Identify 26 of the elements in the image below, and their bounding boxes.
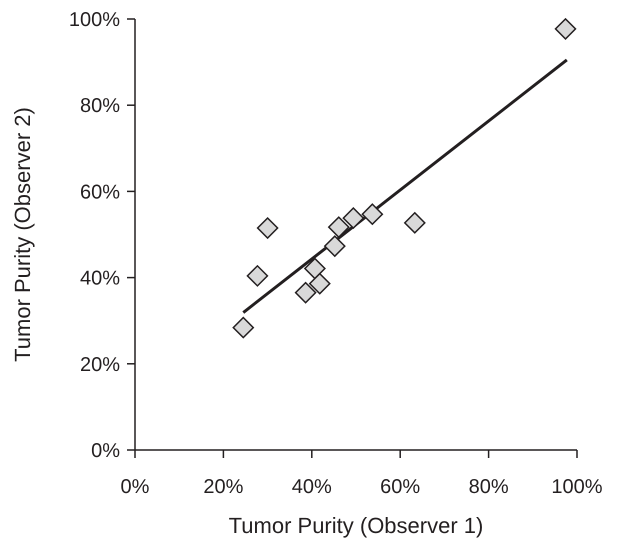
x-tick-label: 100% xyxy=(551,476,603,498)
x-tick-label: 40% xyxy=(292,476,332,498)
point xyxy=(328,216,350,238)
y-tick-label: 0% xyxy=(91,440,120,462)
y-tick-label: 60% xyxy=(80,181,120,204)
point xyxy=(294,282,316,304)
point xyxy=(309,272,331,294)
point xyxy=(362,203,384,225)
point xyxy=(404,212,426,234)
point xyxy=(256,217,278,239)
x-tick-label: 80% xyxy=(468,476,509,498)
point xyxy=(232,316,254,338)
y-tick-label: 40% xyxy=(80,268,120,290)
point xyxy=(246,265,268,287)
x-axis-title: Tumor Purity (Observer 1) xyxy=(228,513,484,538)
y-tick-label: 20% xyxy=(80,354,120,376)
x-tick-label: 0% xyxy=(120,476,150,498)
point xyxy=(304,258,326,280)
x-tick-label: 20% xyxy=(203,476,244,498)
point xyxy=(324,235,346,257)
y-axis-title: Tumor Purity (Observer 2) xyxy=(10,107,35,362)
point xyxy=(342,207,364,229)
point xyxy=(554,18,576,40)
y-tick-label: 100% xyxy=(68,9,120,31)
x-tick-label: 60% xyxy=(380,476,420,498)
y-tick-label: 80% xyxy=(80,95,120,118)
